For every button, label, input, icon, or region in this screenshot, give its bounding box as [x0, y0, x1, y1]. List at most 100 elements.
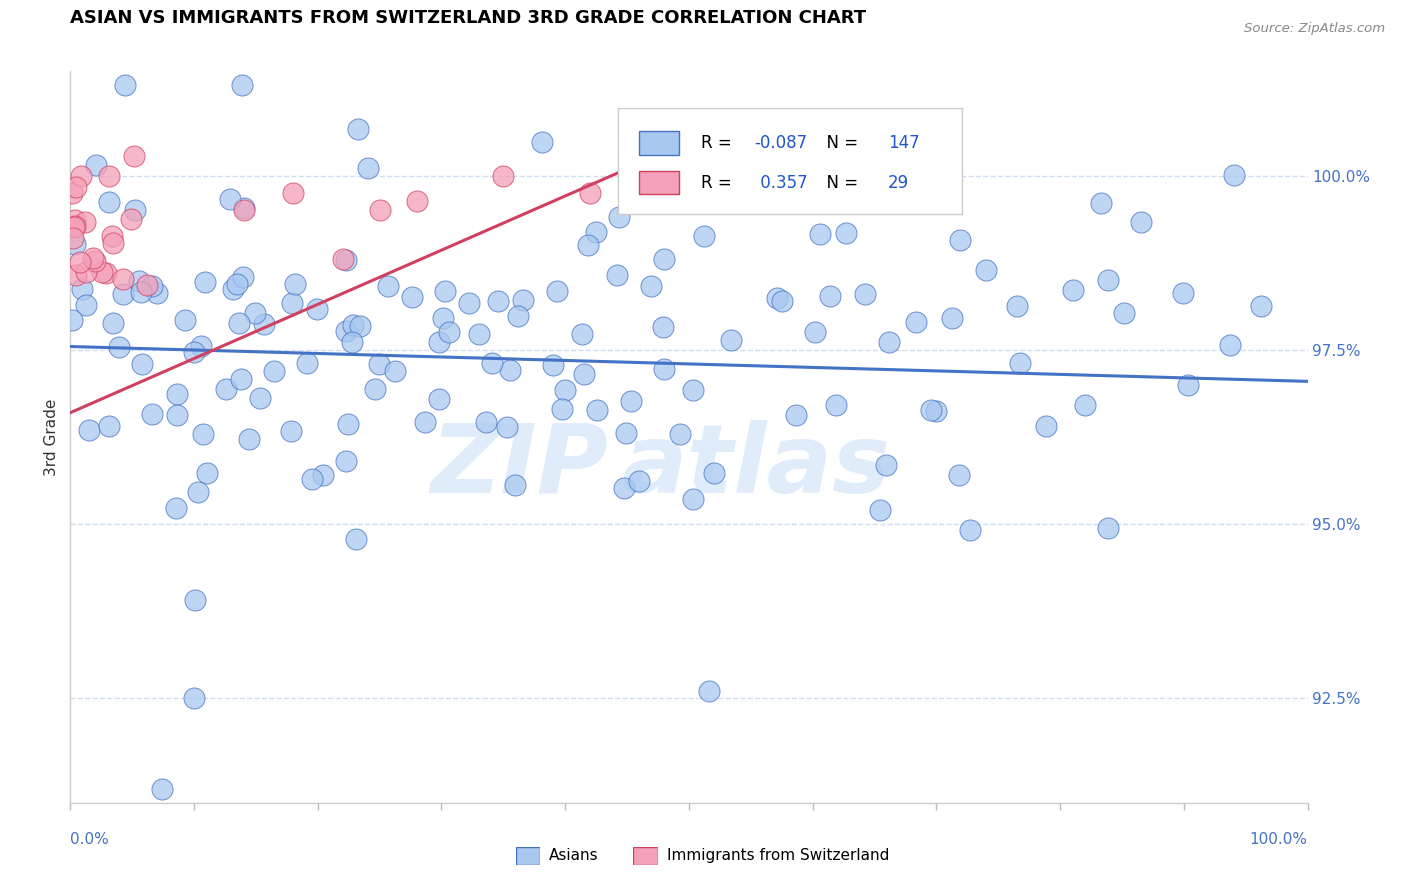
Point: [959, 523, 981, 537]
Point: [572, 367, 595, 381]
Point: [1074, 398, 1097, 412]
Point: [136, 277, 159, 292]
Text: 147: 147: [889, 134, 920, 153]
Point: [347, 121, 370, 136]
Point: [297, 356, 319, 370]
Point: [101, 235, 124, 250]
Point: [508, 309, 530, 323]
Point: [401, 290, 423, 304]
Point: [335, 324, 357, 338]
Point: [682, 492, 704, 507]
Point: [238, 432, 260, 446]
Text: ASIAN VS IMMIGRANTS FROM SWITZERLAND 3RD GRADE CORRELATION CHART: ASIAN VS IMMIGRANTS FROM SWITZERLAND 3RD…: [70, 10, 866, 28]
Point: [97, 169, 120, 184]
Point: [131, 357, 153, 371]
Point: [281, 296, 304, 310]
Point: [284, 277, 307, 292]
FancyBboxPatch shape: [640, 131, 679, 155]
Point: [1008, 356, 1031, 370]
Point: [65, 268, 87, 283]
Point: [703, 466, 725, 480]
Point: [280, 424, 302, 438]
Point: [77, 423, 100, 437]
Point: [232, 202, 254, 217]
Point: [432, 311, 454, 326]
Point: [481, 356, 503, 370]
Point: [720, 334, 742, 348]
Point: [652, 362, 675, 376]
Point: [620, 394, 643, 409]
Text: Immigrants from Switzerland: Immigrants from Switzerland: [666, 848, 889, 863]
Point: [146, 285, 169, 300]
Point: [225, 277, 247, 292]
Point: [60, 312, 83, 326]
Point: [1097, 273, 1119, 287]
Point: [853, 287, 876, 301]
Point: [384, 364, 406, 378]
Point: [82, 251, 104, 265]
Point: [249, 391, 271, 405]
Point: [193, 427, 215, 442]
Point: [825, 398, 848, 412]
Point: [98, 419, 121, 434]
Point: [413, 415, 436, 429]
Point: [368, 357, 391, 371]
Point: [474, 415, 496, 429]
Point: [1219, 338, 1241, 352]
Point: [606, 268, 628, 283]
Point: [114, 78, 136, 93]
Point: [627, 474, 650, 488]
Point: [377, 279, 399, 293]
Point: [586, 403, 609, 417]
Point: [63, 220, 86, 235]
Point: [948, 468, 970, 483]
Point: [512, 293, 534, 308]
Point: [253, 317, 276, 331]
Point: [429, 335, 451, 350]
Point: [337, 417, 360, 431]
Point: [124, 202, 146, 217]
Point: [613, 481, 636, 495]
Point: [221, 282, 243, 296]
Point: [75, 298, 97, 312]
Point: [194, 275, 217, 289]
Point: [245, 306, 267, 320]
Point: [340, 335, 363, 350]
Point: [808, 227, 831, 241]
Point: [405, 194, 427, 208]
Point: [530, 135, 553, 149]
Point: [98, 194, 121, 209]
Point: [166, 408, 188, 422]
Point: [357, 161, 380, 176]
Point: [1090, 196, 1112, 211]
Text: 29: 29: [889, 174, 910, 192]
Point: [150, 781, 173, 796]
Text: 0.357: 0.357: [755, 174, 807, 192]
Point: [174, 313, 197, 327]
Point: [905, 315, 928, 329]
Point: [941, 310, 963, 325]
Point: [332, 252, 354, 267]
Point: [869, 503, 891, 517]
Point: [368, 203, 391, 218]
Point: [546, 284, 568, 298]
Point: [183, 691, 205, 706]
Point: [640, 278, 662, 293]
Point: [607, 210, 630, 224]
Point: [877, 334, 900, 349]
Point: [554, 383, 576, 397]
Point: [129, 285, 152, 299]
Y-axis label: 3rd Grade: 3rd Grade: [44, 399, 59, 475]
Text: Asians: Asians: [550, 848, 599, 863]
Point: [263, 364, 285, 378]
Text: R =: R =: [702, 174, 737, 192]
Point: [427, 392, 450, 406]
Point: [335, 453, 357, 467]
FancyBboxPatch shape: [640, 171, 679, 194]
Point: [1250, 299, 1272, 313]
Point: [281, 186, 304, 200]
Point: [652, 320, 675, 334]
Point: [60, 186, 83, 201]
Point: [84, 158, 107, 172]
Point: [342, 318, 364, 333]
